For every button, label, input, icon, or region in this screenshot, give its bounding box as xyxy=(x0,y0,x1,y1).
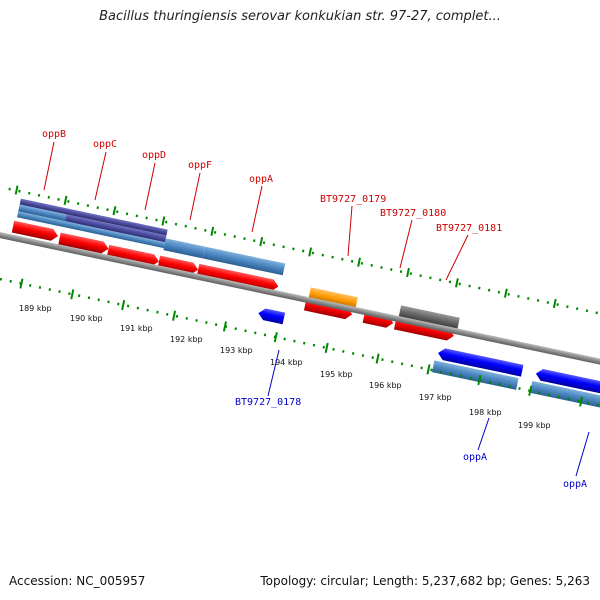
major-tick xyxy=(357,257,361,267)
leader-line xyxy=(399,219,413,269)
leader-line xyxy=(347,205,353,257)
major-tick xyxy=(455,278,459,288)
major-tick xyxy=(273,332,278,343)
gene-oppC xyxy=(65,214,167,243)
major-tick xyxy=(172,310,177,321)
gene-label-BT9727_0178: BT9727_0178 xyxy=(235,397,301,408)
accession-text: Accession: NC_005957 xyxy=(9,574,146,588)
leader-line xyxy=(144,162,156,211)
major-tick xyxy=(121,299,126,311)
gene-label-BT9727_0179: BT9727_0179 xyxy=(320,194,386,205)
gene-oppB xyxy=(19,198,168,236)
gene-oppA-rev xyxy=(431,360,519,390)
major-tick xyxy=(579,396,584,407)
tick-label: 194 kbp xyxy=(270,358,303,367)
leader-line xyxy=(94,151,107,201)
forward-tick-row xyxy=(8,187,600,323)
major-tick xyxy=(259,237,264,247)
leader-line xyxy=(575,431,590,477)
major-tick xyxy=(70,289,75,300)
major-tick xyxy=(222,321,227,332)
leader-line xyxy=(43,141,55,191)
gene-label-oppA-rev: oppA xyxy=(463,452,487,463)
leader-line xyxy=(477,417,490,451)
gene-oppA-rev-2 xyxy=(529,381,600,412)
major-tick xyxy=(19,278,24,289)
major-tick xyxy=(14,185,19,195)
major-tick xyxy=(503,288,508,298)
gene-label-oppB: oppB xyxy=(42,129,66,140)
topology-text: Topology: circular; Length: 5,237,682 bp… xyxy=(260,574,590,588)
cds-arrow xyxy=(58,232,109,254)
tick-label: 199 kbp xyxy=(518,421,551,430)
major-tick xyxy=(477,374,482,386)
gene-opp-lower xyxy=(16,211,166,249)
leader-line xyxy=(445,234,469,281)
leader-line xyxy=(267,349,280,397)
gene-BT9727_0179 xyxy=(308,287,358,309)
major-tick xyxy=(308,247,313,257)
genome-backbone xyxy=(0,227,600,374)
leader-line xyxy=(189,172,201,221)
tick-label: 189 kbp xyxy=(19,304,52,313)
reverse-cds-arrow xyxy=(438,348,524,377)
tick-label: 196 kbp xyxy=(369,381,402,390)
gene-label-BT9727_0180: BT9727_0180 xyxy=(380,208,446,219)
page-title: Bacillus thuringiensis serovar konkukian… xyxy=(99,9,501,24)
major-tick xyxy=(375,353,380,364)
tick-label: 198 kbp xyxy=(469,408,502,417)
major-tick xyxy=(552,298,557,309)
tick-label: 190 kbp xyxy=(70,314,103,323)
tick-label: 192 kbp xyxy=(170,335,203,344)
major-tick xyxy=(161,216,166,226)
gene-oppB-steel xyxy=(18,204,67,222)
major-tick xyxy=(406,267,410,278)
cds-arrow xyxy=(11,220,58,241)
tick-label: 193 kbp xyxy=(220,346,253,355)
tick-label: 195 kbp xyxy=(320,370,353,379)
reverse-cds-arrow xyxy=(258,308,286,325)
leader-line xyxy=(251,185,263,233)
tick-label: 191 kbp xyxy=(120,324,153,333)
major-tick xyxy=(112,206,117,216)
tick-label: 197 kbp xyxy=(419,393,452,402)
gene-label-oppC: oppC xyxy=(93,139,117,150)
major-tick xyxy=(528,385,533,396)
gene-label-BT9727_0181: BT9727_0181 xyxy=(436,223,502,234)
major-tick xyxy=(210,226,215,236)
gene-oppA-fwd xyxy=(202,246,286,276)
major-tick xyxy=(63,195,68,205)
gene-label-oppD: oppD xyxy=(142,150,166,161)
cds-arrow xyxy=(196,263,279,292)
gene-oppF xyxy=(163,238,205,259)
major-tick xyxy=(426,364,431,375)
gene-BT9727_0181 xyxy=(398,305,460,330)
reverse-tick-row xyxy=(0,275,600,411)
major-tick xyxy=(324,342,329,354)
cds-arrow xyxy=(106,244,159,267)
cds-arrow xyxy=(157,255,199,275)
gene-label-oppA: oppA xyxy=(249,174,273,185)
gene-label-oppF: oppF xyxy=(188,160,212,171)
gene-label-oppA-rev-2: oppA xyxy=(563,479,587,490)
